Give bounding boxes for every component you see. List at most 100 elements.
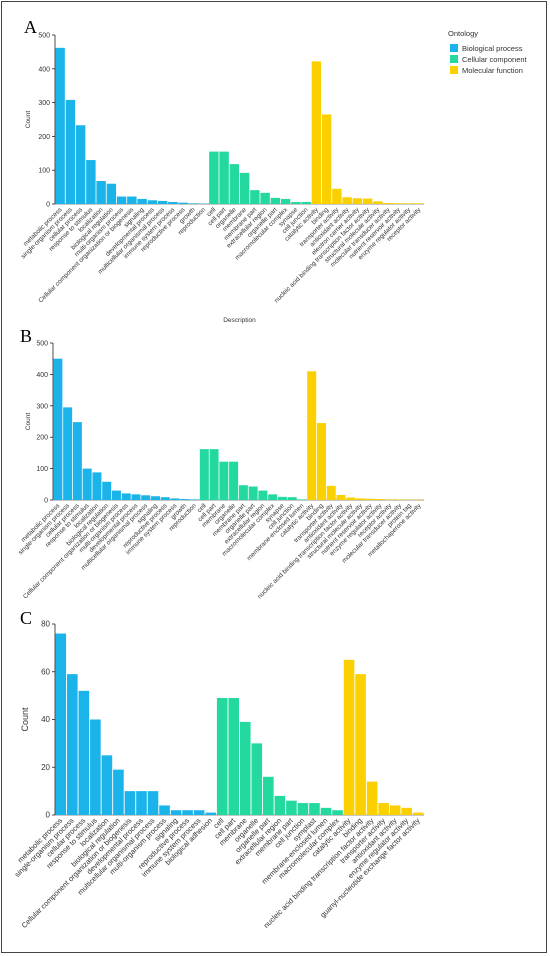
legend-title: Ontology bbox=[448, 29, 478, 38]
bar-structural-molecule-activity bbox=[373, 201, 383, 204]
y-tick-label: 300 bbox=[36, 403, 48, 410]
bar-cell-part bbox=[219, 151, 229, 204]
bar-structural-molecule-activity bbox=[356, 498, 366, 500]
bar-cell-part bbox=[228, 698, 240, 815]
bar-catalytic-activity bbox=[311, 61, 322, 204]
y-tick-label: 500 bbox=[38, 33, 50, 40]
bar-reproductive-process bbox=[182, 810, 193, 815]
bar-developmental-process bbox=[131, 494, 141, 500]
bar-catalytic-activity bbox=[307, 371, 317, 500]
legend-label-biological-process: Biological process bbox=[462, 44, 523, 53]
legend: Ontology Biological process Cellular com… bbox=[448, 29, 528, 75]
bar-organelle-part bbox=[270, 197, 281, 204]
bar-multi-organism-process bbox=[159, 805, 170, 815]
bar-extracellular-region bbox=[274, 795, 286, 815]
bar-molecular-transducer-activity bbox=[395, 499, 405, 500]
x-tick-label-cell: cell bbox=[206, 206, 218, 218]
bar-symplast bbox=[309, 803, 320, 815]
bar-multicellular-organismal-process bbox=[147, 791, 159, 815]
bar-membrane bbox=[219, 461, 229, 500]
legend-swatch-molecular-function bbox=[450, 66, 458, 74]
bar-membrane-part bbox=[238, 485, 248, 500]
bar-synapse bbox=[277, 496, 287, 500]
legend-swatch-biological-process bbox=[450, 44, 458, 52]
bar-multicellular-organismal-process bbox=[157, 200, 168, 204]
y-axis-title: Count bbox=[25, 413, 32, 431]
bar-metabolic-process bbox=[55, 633, 67, 815]
bar-organelle bbox=[251, 743, 263, 815]
y-tick-label: 400 bbox=[36, 372, 48, 379]
bar-immune-system-process bbox=[168, 201, 178, 204]
y-tick-label: 500 bbox=[36, 341, 48, 348]
bar-macromolecular-complex bbox=[268, 494, 278, 500]
bar-organelle bbox=[229, 164, 240, 204]
bar-guanyl-nucleotide-exchange-factor-activity bbox=[412, 812, 424, 815]
bar-immune-system-process bbox=[193, 810, 205, 815]
legend-label-cellular-component: Cellular component bbox=[462, 55, 528, 64]
bar-membrane-enclosed-lumen bbox=[320, 807, 332, 815]
bar-multicellular-organismal-process bbox=[141, 495, 151, 500]
y-tick-label: 0 bbox=[46, 202, 50, 209]
legend-label-molecular-function: Molecular function bbox=[462, 66, 523, 75]
bar-cellular-component-organization-or-biogenesis bbox=[124, 791, 136, 815]
bar-cellular-process bbox=[72, 422, 82, 500]
bar-transporter-activity bbox=[326, 485, 336, 500]
bar-synapse bbox=[291, 201, 301, 204]
bar-localization bbox=[101, 755, 113, 815]
bar-cell bbox=[199, 449, 209, 500]
bar-biological-adhesion bbox=[205, 812, 216, 815]
bar-developmental-process bbox=[136, 791, 147, 815]
bar-localization bbox=[96, 181, 106, 204]
bar-binding bbox=[355, 674, 366, 815]
bar-metabolic-process bbox=[53, 358, 63, 500]
y-axis-title: Count bbox=[25, 111, 32, 129]
bar-membrane bbox=[239, 172, 250, 204]
y-tick-label: 100 bbox=[36, 466, 48, 473]
bar-nucleic-acid-binding-transcription-factor-activity bbox=[366, 781, 378, 815]
bar-single-organism-process bbox=[66, 674, 78, 815]
panel-label-b: B bbox=[20, 326, 32, 346]
bar-receptor-activity bbox=[385, 499, 395, 500]
y-tick-label: 200 bbox=[38, 134, 50, 141]
bar-signaling bbox=[137, 198, 147, 204]
bar-nutrient-reservoir-activity bbox=[393, 203, 404, 204]
legend-swatch-cellular-component bbox=[450, 55, 458, 63]
bar-antioxidant-activity bbox=[336, 494, 346, 500]
bar-biological-regulation bbox=[113, 769, 124, 815]
bar-reproduction bbox=[190, 499, 200, 500]
bar-single-organism-process bbox=[63, 407, 73, 500]
bar-multi-organism-process bbox=[116, 196, 127, 204]
bar-cell bbox=[209, 151, 219, 204]
bar-developmental-process bbox=[147, 200, 158, 204]
bar-binding bbox=[321, 114, 332, 204]
bar-extracellular-region bbox=[260, 192, 270, 204]
bar-cell-junction bbox=[301, 201, 311, 204]
bar-nucleic-acid-binding-transcription-factor-activity bbox=[362, 198, 373, 204]
bar-cell-junction bbox=[287, 497, 297, 500]
bar-cellular-component-organization-or-biogenesis bbox=[111, 490, 121, 500]
bar-response-to-stimulus bbox=[82, 468, 92, 500]
y-axis-title: Count bbox=[20, 707, 30, 732]
bar-receptor-activity bbox=[414, 203, 424, 204]
bar-electron-carrier-activity bbox=[352, 198, 363, 204]
bar-membrane bbox=[239, 721, 251, 815]
bar-cellular-process bbox=[78, 690, 90, 815]
y-tick-label: 100 bbox=[38, 168, 50, 175]
x-axis-title: Description bbox=[223, 317, 256, 324]
bar-biological-regulation bbox=[106, 183, 117, 204]
bar-localization bbox=[92, 472, 102, 500]
bar-biological-regulation bbox=[102, 481, 112, 500]
bar-signaling bbox=[170, 810, 182, 815]
bar-cell bbox=[216, 698, 228, 815]
bar-response-to-stimulus bbox=[86, 160, 96, 204]
panel-label-a: A bbox=[24, 17, 37, 37]
y-tick-label: 300 bbox=[38, 100, 50, 107]
y-tick-label: 200 bbox=[36, 435, 48, 442]
bar-macromolecular-complex bbox=[280, 198, 291, 204]
bar-extracellular-region bbox=[258, 490, 268, 500]
bar-membrane-enclosed-lumen bbox=[297, 499, 307, 500]
